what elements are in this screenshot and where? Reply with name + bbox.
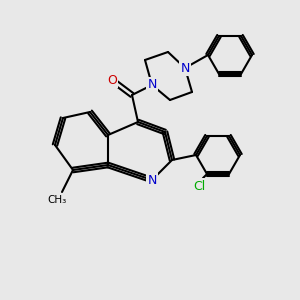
Text: N: N [180,61,190,74]
Text: Cl: Cl [193,180,205,193]
Text: CH₃: CH₃ [47,195,67,205]
Text: O: O [107,74,117,86]
Text: N: N [147,173,157,187]
Text: N: N [147,79,157,92]
